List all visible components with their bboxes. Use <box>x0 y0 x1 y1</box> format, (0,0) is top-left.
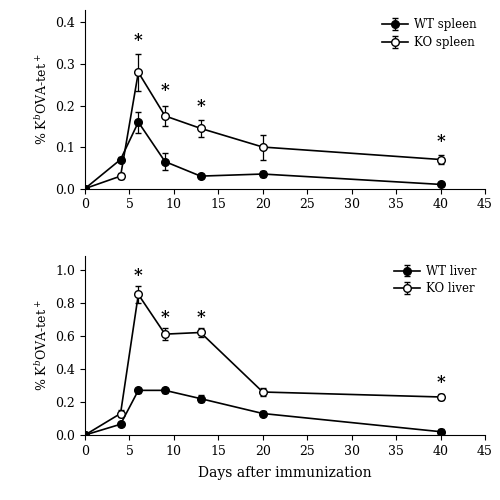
Y-axis label: % K$^b$OVA-tet$^+$: % K$^b$OVA-tet$^+$ <box>34 54 50 145</box>
Text: *: * <box>196 98 205 114</box>
Text: *: * <box>134 32 142 50</box>
Y-axis label: % K$^b$OVA-tet$^+$: % K$^b$OVA-tet$^+$ <box>34 300 50 392</box>
Text: *: * <box>134 266 142 283</box>
Text: *: * <box>436 133 445 150</box>
X-axis label: Days after immunization: Days after immunization <box>198 466 372 480</box>
Text: *: * <box>436 374 445 391</box>
Text: *: * <box>196 309 205 326</box>
Text: *: * <box>160 309 170 326</box>
Legend: WT spleen, KO spleen: WT spleen, KO spleen <box>380 16 479 52</box>
Text: *: * <box>160 82 170 100</box>
Legend: WT liver, KO liver: WT liver, KO liver <box>392 262 479 298</box>
